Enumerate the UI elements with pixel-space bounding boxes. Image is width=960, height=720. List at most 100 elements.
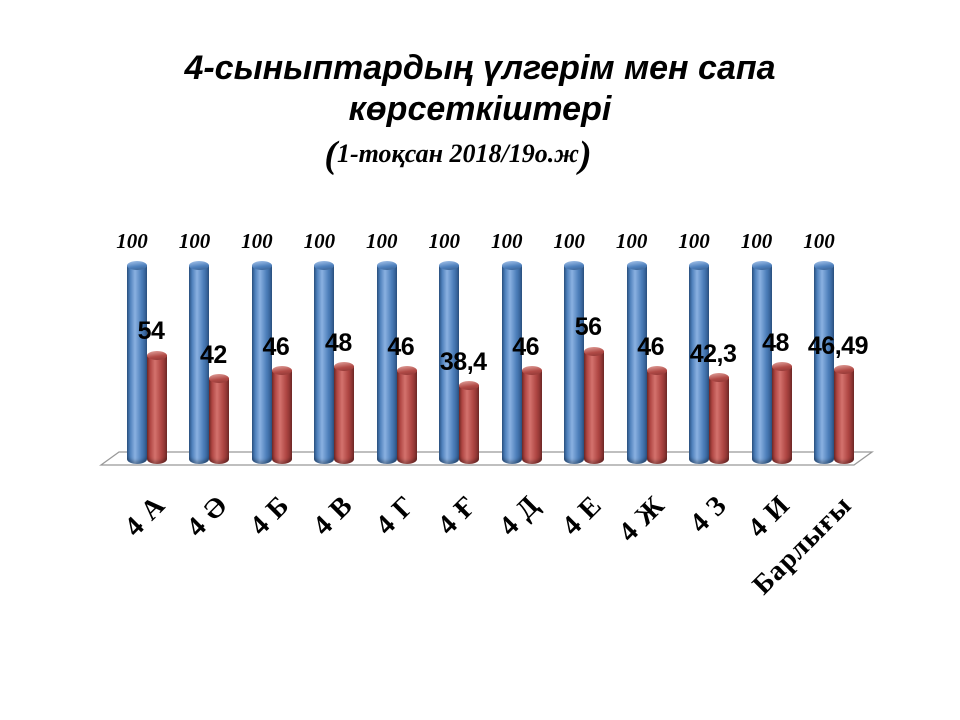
cylinder-body xyxy=(127,264,147,464)
cylinder-body xyxy=(209,378,230,465)
cylinder-top-cap xyxy=(813,260,834,270)
cylinder-top-cap xyxy=(709,373,730,383)
cylinder-top-cap xyxy=(833,365,854,375)
cylinder-top-cap xyxy=(147,350,167,360)
cylinder-top-cap xyxy=(376,260,397,270)
value-label-series2-10: 42,3 xyxy=(689,339,737,368)
subtitle-open-paren: ( xyxy=(324,134,337,176)
bar-cylinder-series1-12 xyxy=(813,260,834,464)
cylinder-body xyxy=(251,264,272,464)
bar-cylinder-series1-3 xyxy=(251,260,272,464)
cylinder-body xyxy=(376,264,397,464)
cylinder-top-cap xyxy=(396,366,417,376)
cylinder-body xyxy=(646,370,667,465)
cylinder-body xyxy=(771,366,792,465)
chart-subtitle: (1-тоқсан 2018/19о.ж) xyxy=(0,134,916,175)
cylinder-body xyxy=(271,370,292,465)
cylinder-body xyxy=(521,370,542,465)
bar-cylinder-series1-6 xyxy=(439,260,460,464)
cylinder-body xyxy=(813,264,834,464)
subtitle-text: 1-тоқсан 2018/19о.ж xyxy=(337,139,579,168)
cylinder-top-cap xyxy=(459,381,480,390)
value-label-series2-6: 38,4 xyxy=(439,347,487,376)
cylinder-top-cap xyxy=(751,260,772,270)
bar-cylinder-series2-7 xyxy=(521,366,542,465)
cylinder-top-cap xyxy=(501,260,522,270)
chart-title-line2: көрсеткіштері xyxy=(348,90,612,128)
value-label-series1-7: 100 xyxy=(490,229,523,253)
bar-cylinder-series2-6 xyxy=(459,381,480,465)
bar-cylinder-series2-11 xyxy=(771,362,792,465)
cylinder-top-cap xyxy=(251,260,272,270)
value-label-series1-4: 100 xyxy=(303,229,336,253)
cylinder-top-cap xyxy=(771,362,792,372)
value-label-series1-5: 100 xyxy=(366,229,398,253)
bar-cylinder-series1-5 xyxy=(376,260,397,464)
cylinder-body xyxy=(689,264,710,464)
bar-cylinder-series2-3 xyxy=(271,366,292,465)
value-label-series2-7: 46 xyxy=(512,332,540,361)
value-label-series2-12: 46,49 xyxy=(807,331,869,360)
value-label-series2-8: 56 xyxy=(574,313,602,342)
cylinder-top-cap xyxy=(127,260,147,270)
value-label-series1-1: 100 xyxy=(116,229,148,253)
bar-cylinder-series1-9 xyxy=(626,260,647,464)
value-label-series2-11: 48 xyxy=(762,328,789,357)
value-label-series1-8: 100 xyxy=(553,229,585,253)
cylinder-top-cap xyxy=(334,362,355,372)
bar-cylinder-series2-4 xyxy=(334,362,355,465)
subtitle-close-paren: ) xyxy=(579,134,592,176)
value-label-series1-6: 100 xyxy=(428,229,461,253)
cylinder-top-cap xyxy=(626,260,647,270)
bar-cylinder-series2-9 xyxy=(646,366,667,465)
bar-cylinder-series2-1 xyxy=(147,350,167,465)
cylinder-top-cap xyxy=(564,260,585,270)
cylinder-body xyxy=(833,369,854,465)
bar-cylinder-series1-10 xyxy=(689,260,710,464)
bar-cylinder-series2-10 xyxy=(709,373,730,465)
cylinder-top-cap xyxy=(521,366,542,376)
cylinder-top-cap xyxy=(439,260,460,270)
value-label-series1-11: 100 xyxy=(740,229,773,253)
value-label-series2-3: 46 xyxy=(262,332,290,361)
value-label-series1-2: 100 xyxy=(178,229,211,253)
value-label-series1-9: 100 xyxy=(615,229,648,253)
cylinder-body xyxy=(189,264,210,464)
cylinder-body xyxy=(584,350,605,465)
bar-cylinder-series1-1 xyxy=(127,260,147,464)
bar-cylinder-series2-5 xyxy=(396,366,417,465)
chart-title-line1: 4-сыныптардың үлгерім мен сапа xyxy=(184,49,776,87)
cylinder-body xyxy=(709,377,730,465)
cylinder-body xyxy=(439,264,460,464)
bar-cylinder-series1-4 xyxy=(314,260,335,464)
cylinder-body xyxy=(626,264,647,464)
value-label-series1-3: 100 xyxy=(241,229,273,253)
cylinder-top-cap xyxy=(271,366,292,376)
bar-cylinder-series1-8 xyxy=(564,260,585,464)
cylinder-body xyxy=(459,385,480,465)
bar-cylinder-series2-2 xyxy=(209,374,230,465)
cylinder-body xyxy=(396,370,417,465)
cylinder-top-cap xyxy=(689,260,710,270)
cylinder-body xyxy=(314,264,335,464)
value-label-series2-2: 42 xyxy=(200,340,227,369)
cylinder-top-cap xyxy=(584,346,605,356)
cylinder-body xyxy=(501,264,522,464)
value-label-series1-10: 100 xyxy=(678,229,710,253)
cylinder-top-cap xyxy=(314,260,335,270)
value-label-series2-4: 48 xyxy=(324,328,352,357)
bar-cylinder-series2-12 xyxy=(833,365,854,465)
cylinder-body xyxy=(334,366,355,465)
bar-cylinder-series1-7 xyxy=(501,260,522,464)
cylinder-body xyxy=(147,354,167,465)
bar-cylinder-series1-11 xyxy=(751,260,772,464)
value-label-series2-5: 46 xyxy=(387,332,415,361)
value-label-series1-12: 100 xyxy=(803,229,835,253)
value-label-series2-1: 54 xyxy=(137,317,165,346)
bar-cylinder-series2-8 xyxy=(584,346,605,465)
cylinder-top-cap xyxy=(209,374,230,384)
cylinder-top-cap xyxy=(189,260,210,270)
bar-cylinder-series1-2 xyxy=(189,260,210,464)
cylinder-body xyxy=(564,264,585,464)
